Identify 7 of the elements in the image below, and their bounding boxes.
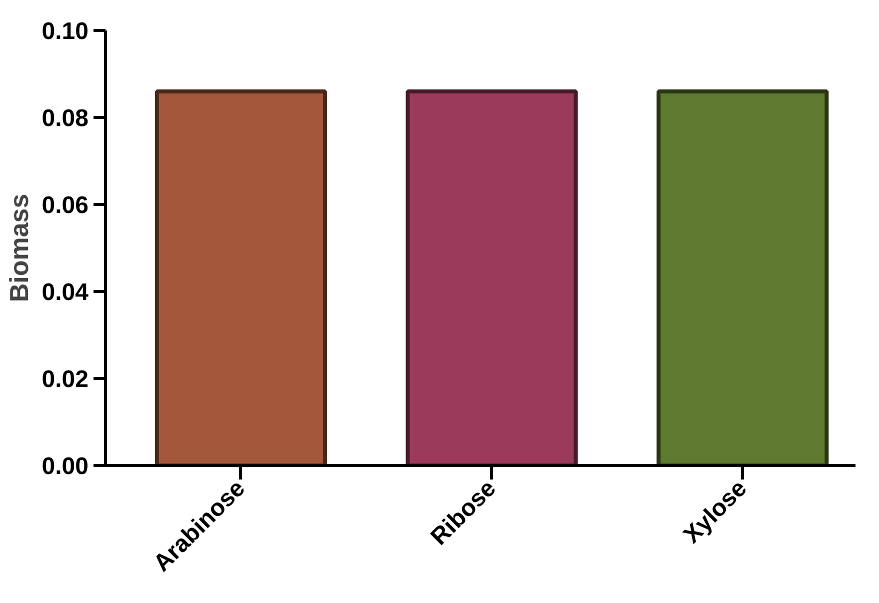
y-tick-label: 0.06 xyxy=(42,192,89,219)
y-tick-label: 0.08 xyxy=(42,105,89,132)
y-tick-label: 0.00 xyxy=(42,453,89,480)
y-axis-title: Biomass xyxy=(4,194,34,302)
y-tick-label: 0.10 xyxy=(42,18,89,45)
y-tick-label: 0.02 xyxy=(42,366,89,393)
y-tick-label: 0.04 xyxy=(42,279,90,306)
